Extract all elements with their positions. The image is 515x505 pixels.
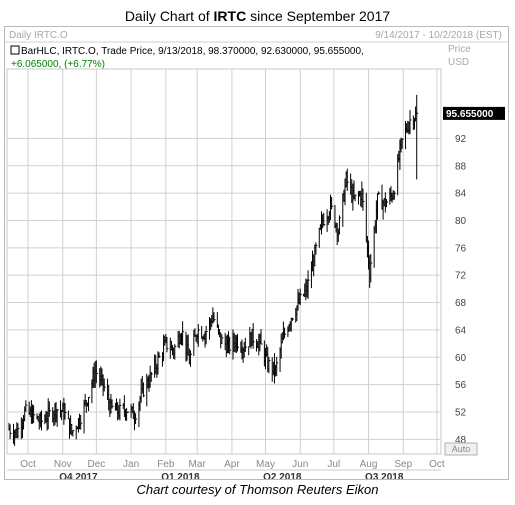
x-month-label: Jul (327, 459, 340, 470)
x-month-label: Nov (54, 459, 72, 470)
auto-button-frame[interactable] (444, 442, 478, 456)
x-month-label: Jan (123, 459, 139, 470)
last-price-tag-text: 95.655000 (446, 109, 494, 120)
legend-line-2: +6.065000, (+6.77%) (11, 59, 105, 70)
x-month-label: Apr (224, 459, 240, 470)
y-tick-label: 80 (455, 216, 467, 227)
grid (7, 69, 441, 454)
x-month-label: Oct (429, 459, 445, 470)
x-month-label: Aug (360, 459, 378, 470)
x-month-label: Sep (394, 459, 412, 470)
chart-caption: Chart courtesy of Thomson Reuters Eikon (136, 482, 379, 497)
x-quarter-label: Q4 2017 (59, 472, 98, 479)
price-chart[interactable]: Daily IRTC.O 9/14/2017 - 10/2/2018 (EST)… (5, 27, 508, 483)
title-ticker: IRTC (213, 8, 247, 24)
legend: BarHLC, IRTC.O, Trade Price, 9/13/2018, … (10, 45, 364, 70)
chart-title: Daily Chart of IRTC since September 2017 (0, 8, 515, 24)
x-month-label: May (256, 459, 275, 470)
auto-button-label[interactable]: Auto (452, 444, 471, 454)
legend-swatch-icon (10, 45, 20, 55)
x-quarter-label: Q3 2018 (365, 472, 404, 479)
x-quarter-label: Q2 2018 (263, 472, 302, 479)
x-month-label: Oct (20, 459, 36, 470)
x-month-label: Dec (87, 459, 105, 470)
legend-line-1: BarHLC, IRTC.O, Trade Price, 9/13/2018, … (21, 46, 364, 57)
currency-axis-label: USD (448, 57, 469, 68)
price-bars (8, 94, 419, 446)
y-tick-label: 92 (455, 134, 467, 145)
y-tick-label: 48 (455, 435, 467, 446)
title-prefix: Daily Chart of (124, 8, 214, 24)
x-month-label: Feb (157, 459, 175, 470)
y-tick-label: 72 (455, 271, 467, 282)
auto-scale-button[interactable]: Auto (444, 442, 478, 456)
x-axis: Oct Nov Dec Jan Feb Mar Apr May Jun Jul Aug Sep Oct Q… (7, 459, 445, 483)
chart-panel[interactable]: Daily IRTC.O 9/14/2017 - 10/2/2018 (EST)… (4, 26, 509, 483)
y-tick-label: 84 (455, 189, 467, 200)
y-tick-label: 52 (455, 407, 467, 418)
plot-area[interactable] (6, 68, 442, 455)
header-right: 9/14/2017 - 10/2/2018 (EST) (375, 30, 502, 41)
y-tick-label: 60 (455, 353, 467, 364)
last-price-tag: 95.655000 (443, 106, 505, 120)
x-quarter-label: Q1 2018 (161, 472, 200, 479)
y-tick-label: 64 (455, 325, 467, 336)
y-tick-label: 88 (455, 161, 467, 172)
x-month-label: Mar (189, 459, 207, 470)
header-left: Daily IRTC.O (9, 30, 68, 41)
y-tick-label: 68 (455, 298, 467, 309)
y-tick-label: 76 (455, 243, 467, 254)
title-suffix: since September 2017 (246, 8, 391, 24)
y-tick-label: 56 (455, 380, 467, 391)
y-axis: 48 52 56 60 64 68 72 76 80 84 88 92 (455, 134, 467, 446)
last-price-tag-bg (443, 106, 505, 120)
price-axis-label: Price (448, 44, 471, 55)
x-month-label: Jun (292, 459, 308, 470)
